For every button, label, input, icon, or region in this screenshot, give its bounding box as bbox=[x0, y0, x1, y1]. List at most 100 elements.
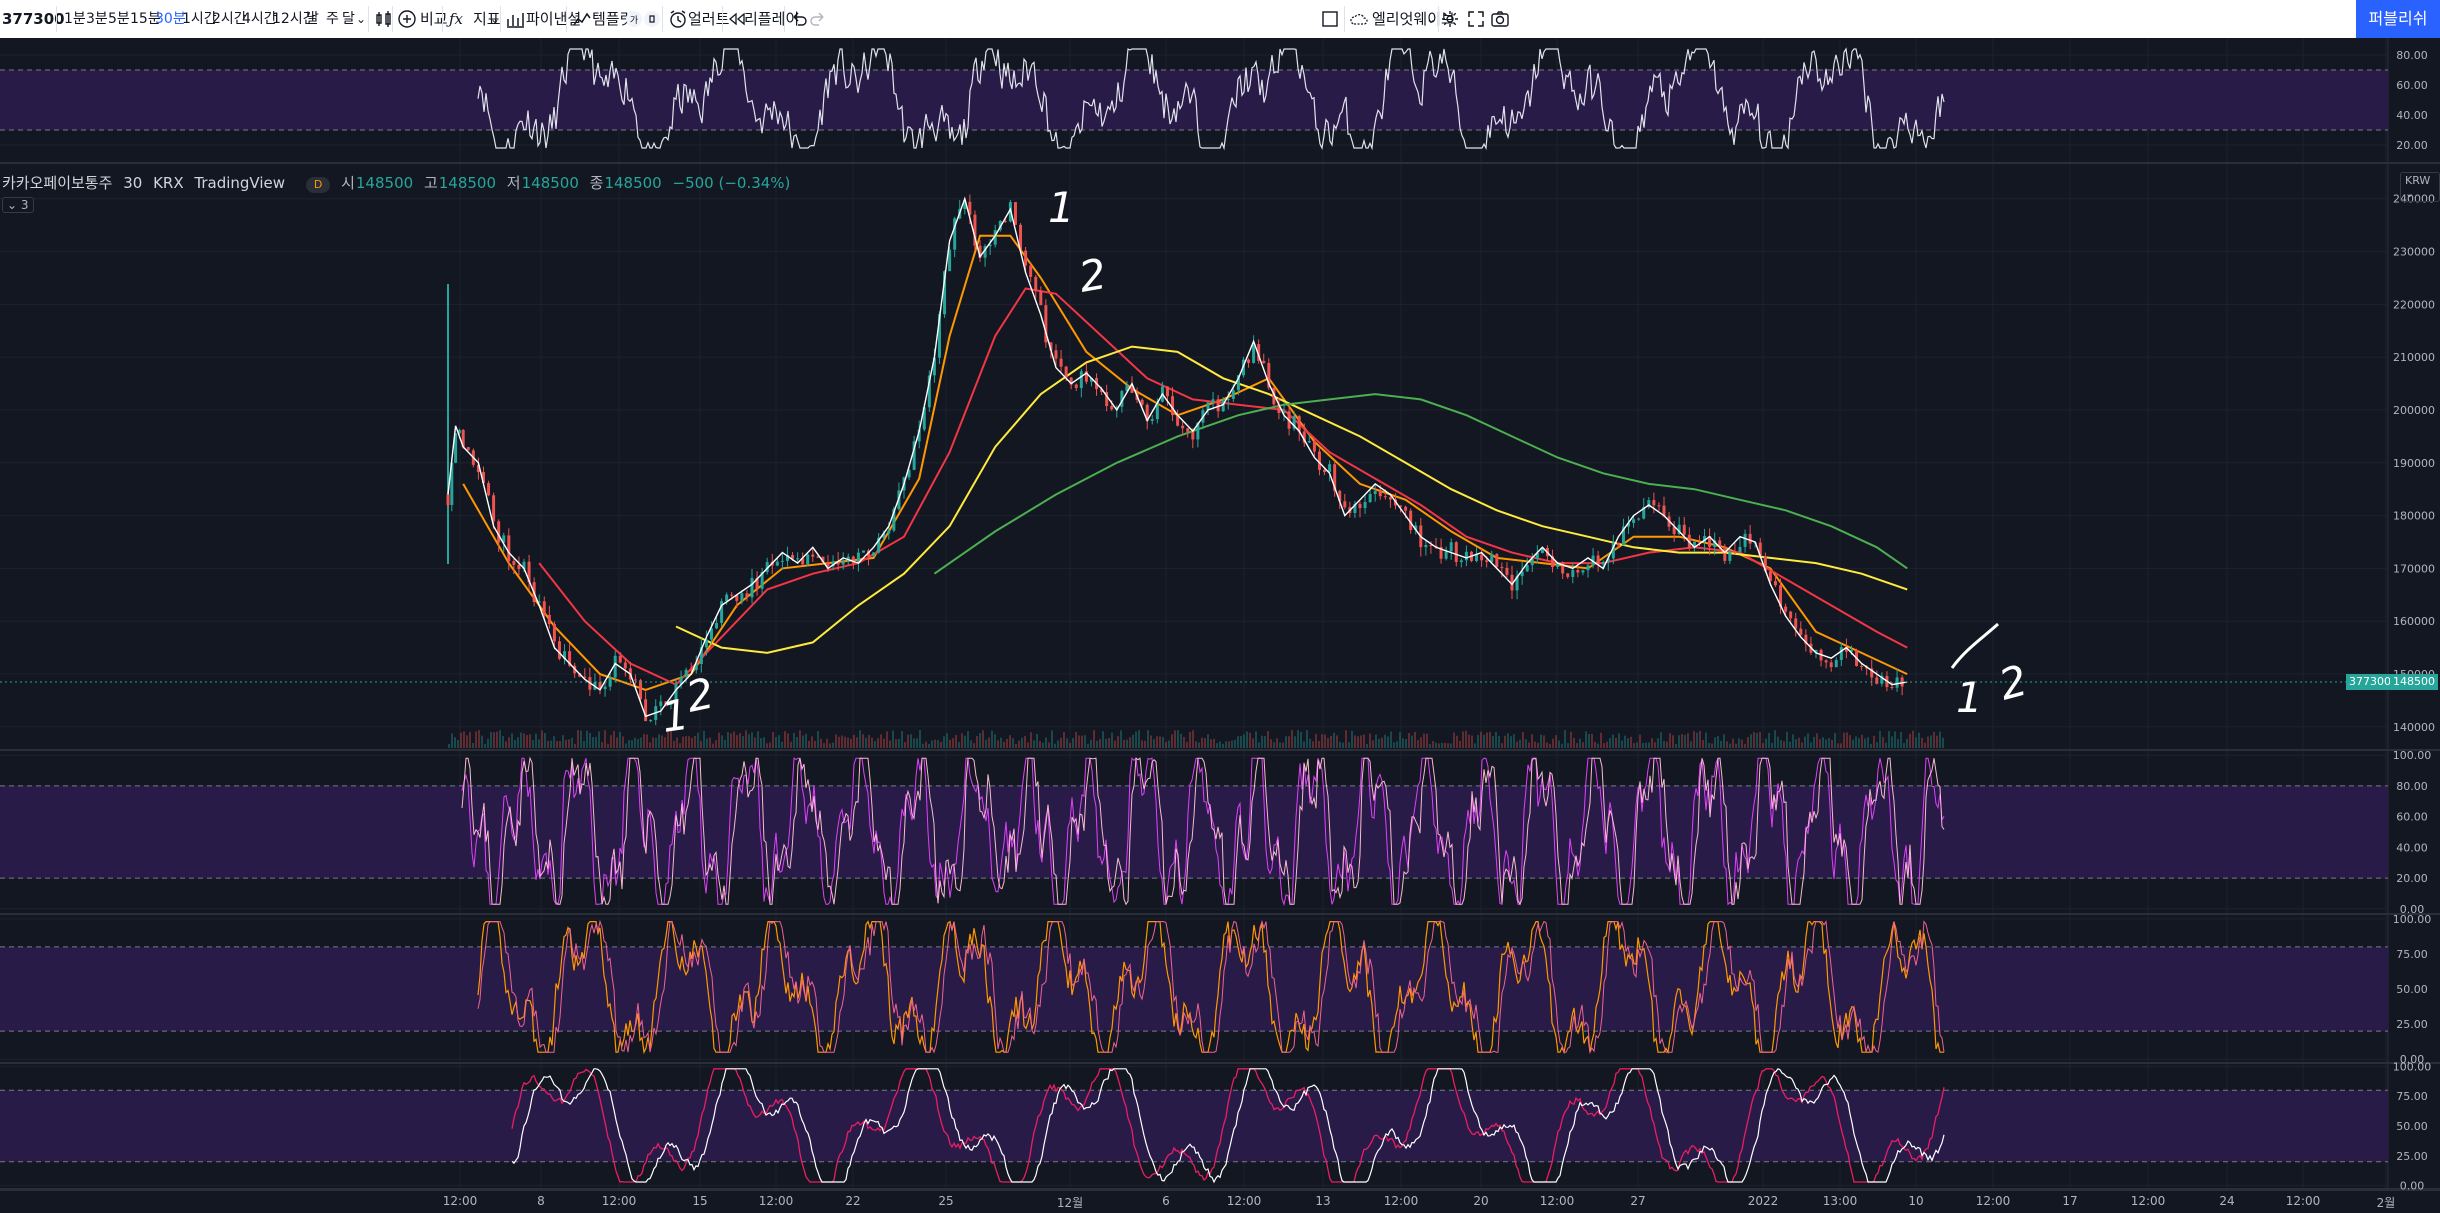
volume-bar bbox=[688, 736, 690, 748]
volume-bar bbox=[943, 736, 945, 748]
interval-0[interactable]: 1분 bbox=[64, 11, 86, 27]
volume-bar bbox=[1450, 743, 1452, 748]
candle-body bbox=[1424, 544, 1428, 548]
candle-body bbox=[1383, 496, 1387, 498]
candle-body bbox=[1880, 675, 1884, 684]
time-tick-label: 6 bbox=[1162, 1194, 1170, 1208]
volume-bar bbox=[1735, 743, 1737, 748]
undo-icon[interactable] bbox=[789, 9, 809, 29]
volume-bar bbox=[1390, 731, 1392, 748]
interval-2[interactable]: 5분 bbox=[108, 11, 130, 27]
camera-snapshot-icon[interactable] bbox=[1490, 9, 1510, 29]
volume-bar bbox=[1798, 737, 1800, 748]
volume-bar bbox=[460, 732, 462, 748]
publish-button[interactable]: 퍼블리쉬 bbox=[2356, 0, 2440, 38]
candle-body bbox=[487, 483, 491, 496]
volume-bar bbox=[1258, 742, 1260, 748]
template-slot-2-icon[interactable] bbox=[642, 9, 662, 29]
legend-collapse-toggle[interactable]: ⌄ 3 bbox=[2, 197, 34, 213]
templates-button[interactable]: 템플릿 bbox=[592, 10, 634, 28]
volume-bar bbox=[1786, 731, 1788, 748]
volume-bar bbox=[1000, 737, 1002, 748]
interval-11[interactable]: 달 bbox=[342, 11, 355, 27]
interval-5[interactable]: 1시간 bbox=[182, 11, 217, 27]
volume-bar bbox=[643, 733, 645, 748]
volume-bar bbox=[1306, 730, 1308, 748]
volume-bar bbox=[1828, 737, 1830, 748]
volume-bar bbox=[1510, 736, 1512, 748]
interval-6[interactable]: 2시간 bbox=[212, 11, 247, 27]
volume-bar bbox=[730, 733, 732, 748]
interval-8[interactable]: 12시간 bbox=[272, 11, 316, 27]
fullscreen-toggle-icon[interactable] bbox=[1320, 9, 1340, 29]
financials-chart-icon bbox=[507, 13, 524, 28]
volume-bar bbox=[1459, 740, 1461, 748]
volume-bar bbox=[1171, 734, 1173, 748]
axis-tick-label: 25.00 bbox=[2396, 1018, 2428, 1031]
interval-4[interactable]: 30분 bbox=[155, 11, 186, 27]
layout-name-button[interactable]: 엘리엇웨이브 bbox=[1372, 10, 1455, 28]
currency-selector[interactable]: KRW ⌄ bbox=[2400, 172, 2440, 202]
compare-button[interactable]: 비교 bbox=[420, 10, 448, 28]
volume-bar bbox=[1744, 743, 1746, 748]
expand-icon[interactable] bbox=[1466, 9, 1486, 29]
volume-bar bbox=[1468, 734, 1470, 748]
volume-bar bbox=[1597, 743, 1599, 748]
interval-9[interactable]: 날 bbox=[306, 11, 319, 27]
candle-body bbox=[1429, 544, 1433, 546]
volume-bar bbox=[1831, 739, 1833, 748]
volume-bar bbox=[1912, 730, 1914, 748]
last-price-label: 148500 bbox=[2390, 673, 2438, 690]
volume-bar bbox=[1879, 731, 1881, 748]
time-axis[interactable]: 12:00 8 12:00 15 12:00 22 25 12월 6 12:00 13 12:00 20… bbox=[0, 1190, 2440, 1213]
interval-1[interactable]: 3분 bbox=[86, 11, 108, 27]
volume-bar bbox=[505, 741, 507, 748]
candle-body bbox=[988, 244, 992, 247]
candle-body bbox=[1064, 366, 1068, 378]
legend-symbol-name[interactable]: 카카오페이보통주 bbox=[2, 174, 113, 192]
legend-close-value: 148500 bbox=[604, 174, 662, 192]
candle-body bbox=[679, 676, 683, 685]
settings-gear-icon[interactable] bbox=[1440, 9, 1460, 29]
financials-button[interactable]: 파이낸셜 bbox=[526, 10, 582, 28]
compare-plus-icon[interactable] bbox=[397, 9, 417, 29]
volume-bar bbox=[1408, 733, 1410, 748]
candle-body bbox=[1682, 524, 1686, 535]
volume-bar bbox=[1534, 741, 1536, 748]
candle-body bbox=[983, 246, 987, 258]
interval-10[interactable]: 주 bbox=[326, 11, 339, 27]
candle-style-icon[interactable] bbox=[374, 9, 394, 29]
candle-body bbox=[583, 676, 587, 678]
volume-bar bbox=[1399, 732, 1401, 748]
template-slot-1-icon[interactable]: 가 bbox=[624, 9, 644, 29]
volume-bar bbox=[1315, 734, 1317, 748]
interval-3[interactable]: 15분 bbox=[130, 11, 161, 27]
volume-bar bbox=[1672, 735, 1674, 748]
layout-chevron-icon[interactable]: ⌄ bbox=[1426, 12, 1437, 26]
volume-bar bbox=[1462, 731, 1464, 748]
candle-body bbox=[856, 552, 860, 564]
indicators-button[interactable]: 지표 bbox=[473, 10, 501, 28]
volume-bar bbox=[1513, 734, 1515, 748]
redo-icon[interactable] bbox=[808, 9, 828, 29]
price-tick-label: 140000 bbox=[2393, 721, 2435, 734]
volume-bar bbox=[1474, 743, 1476, 748]
candle-body bbox=[1211, 399, 1215, 403]
volume-bar bbox=[532, 740, 534, 748]
alert-button[interactable]: 얼러트 bbox=[688, 10, 730, 28]
replay-button[interactable]: 리플레이 bbox=[744, 10, 800, 28]
volume-bar bbox=[988, 737, 990, 748]
volume-bar bbox=[1729, 743, 1731, 748]
candle-body bbox=[1039, 290, 1043, 306]
interval-dropdown-chevron-icon[interactable]: ⌄ bbox=[356, 12, 367, 26]
legend-low-value: 148500 bbox=[521, 174, 579, 192]
interval-7[interactable]: 4시간 bbox=[242, 11, 277, 27]
indicators-chevron-icon[interactable]: ⌄ bbox=[490, 12, 501, 26]
symbol-search[interactable]: 377300 bbox=[2, 10, 65, 28]
volume-bar bbox=[1264, 735, 1266, 748]
volume-bar bbox=[1921, 737, 1923, 748]
volume-bar bbox=[1051, 730, 1053, 748]
volume-bar bbox=[1837, 743, 1839, 748]
candle-body bbox=[1317, 451, 1321, 470]
